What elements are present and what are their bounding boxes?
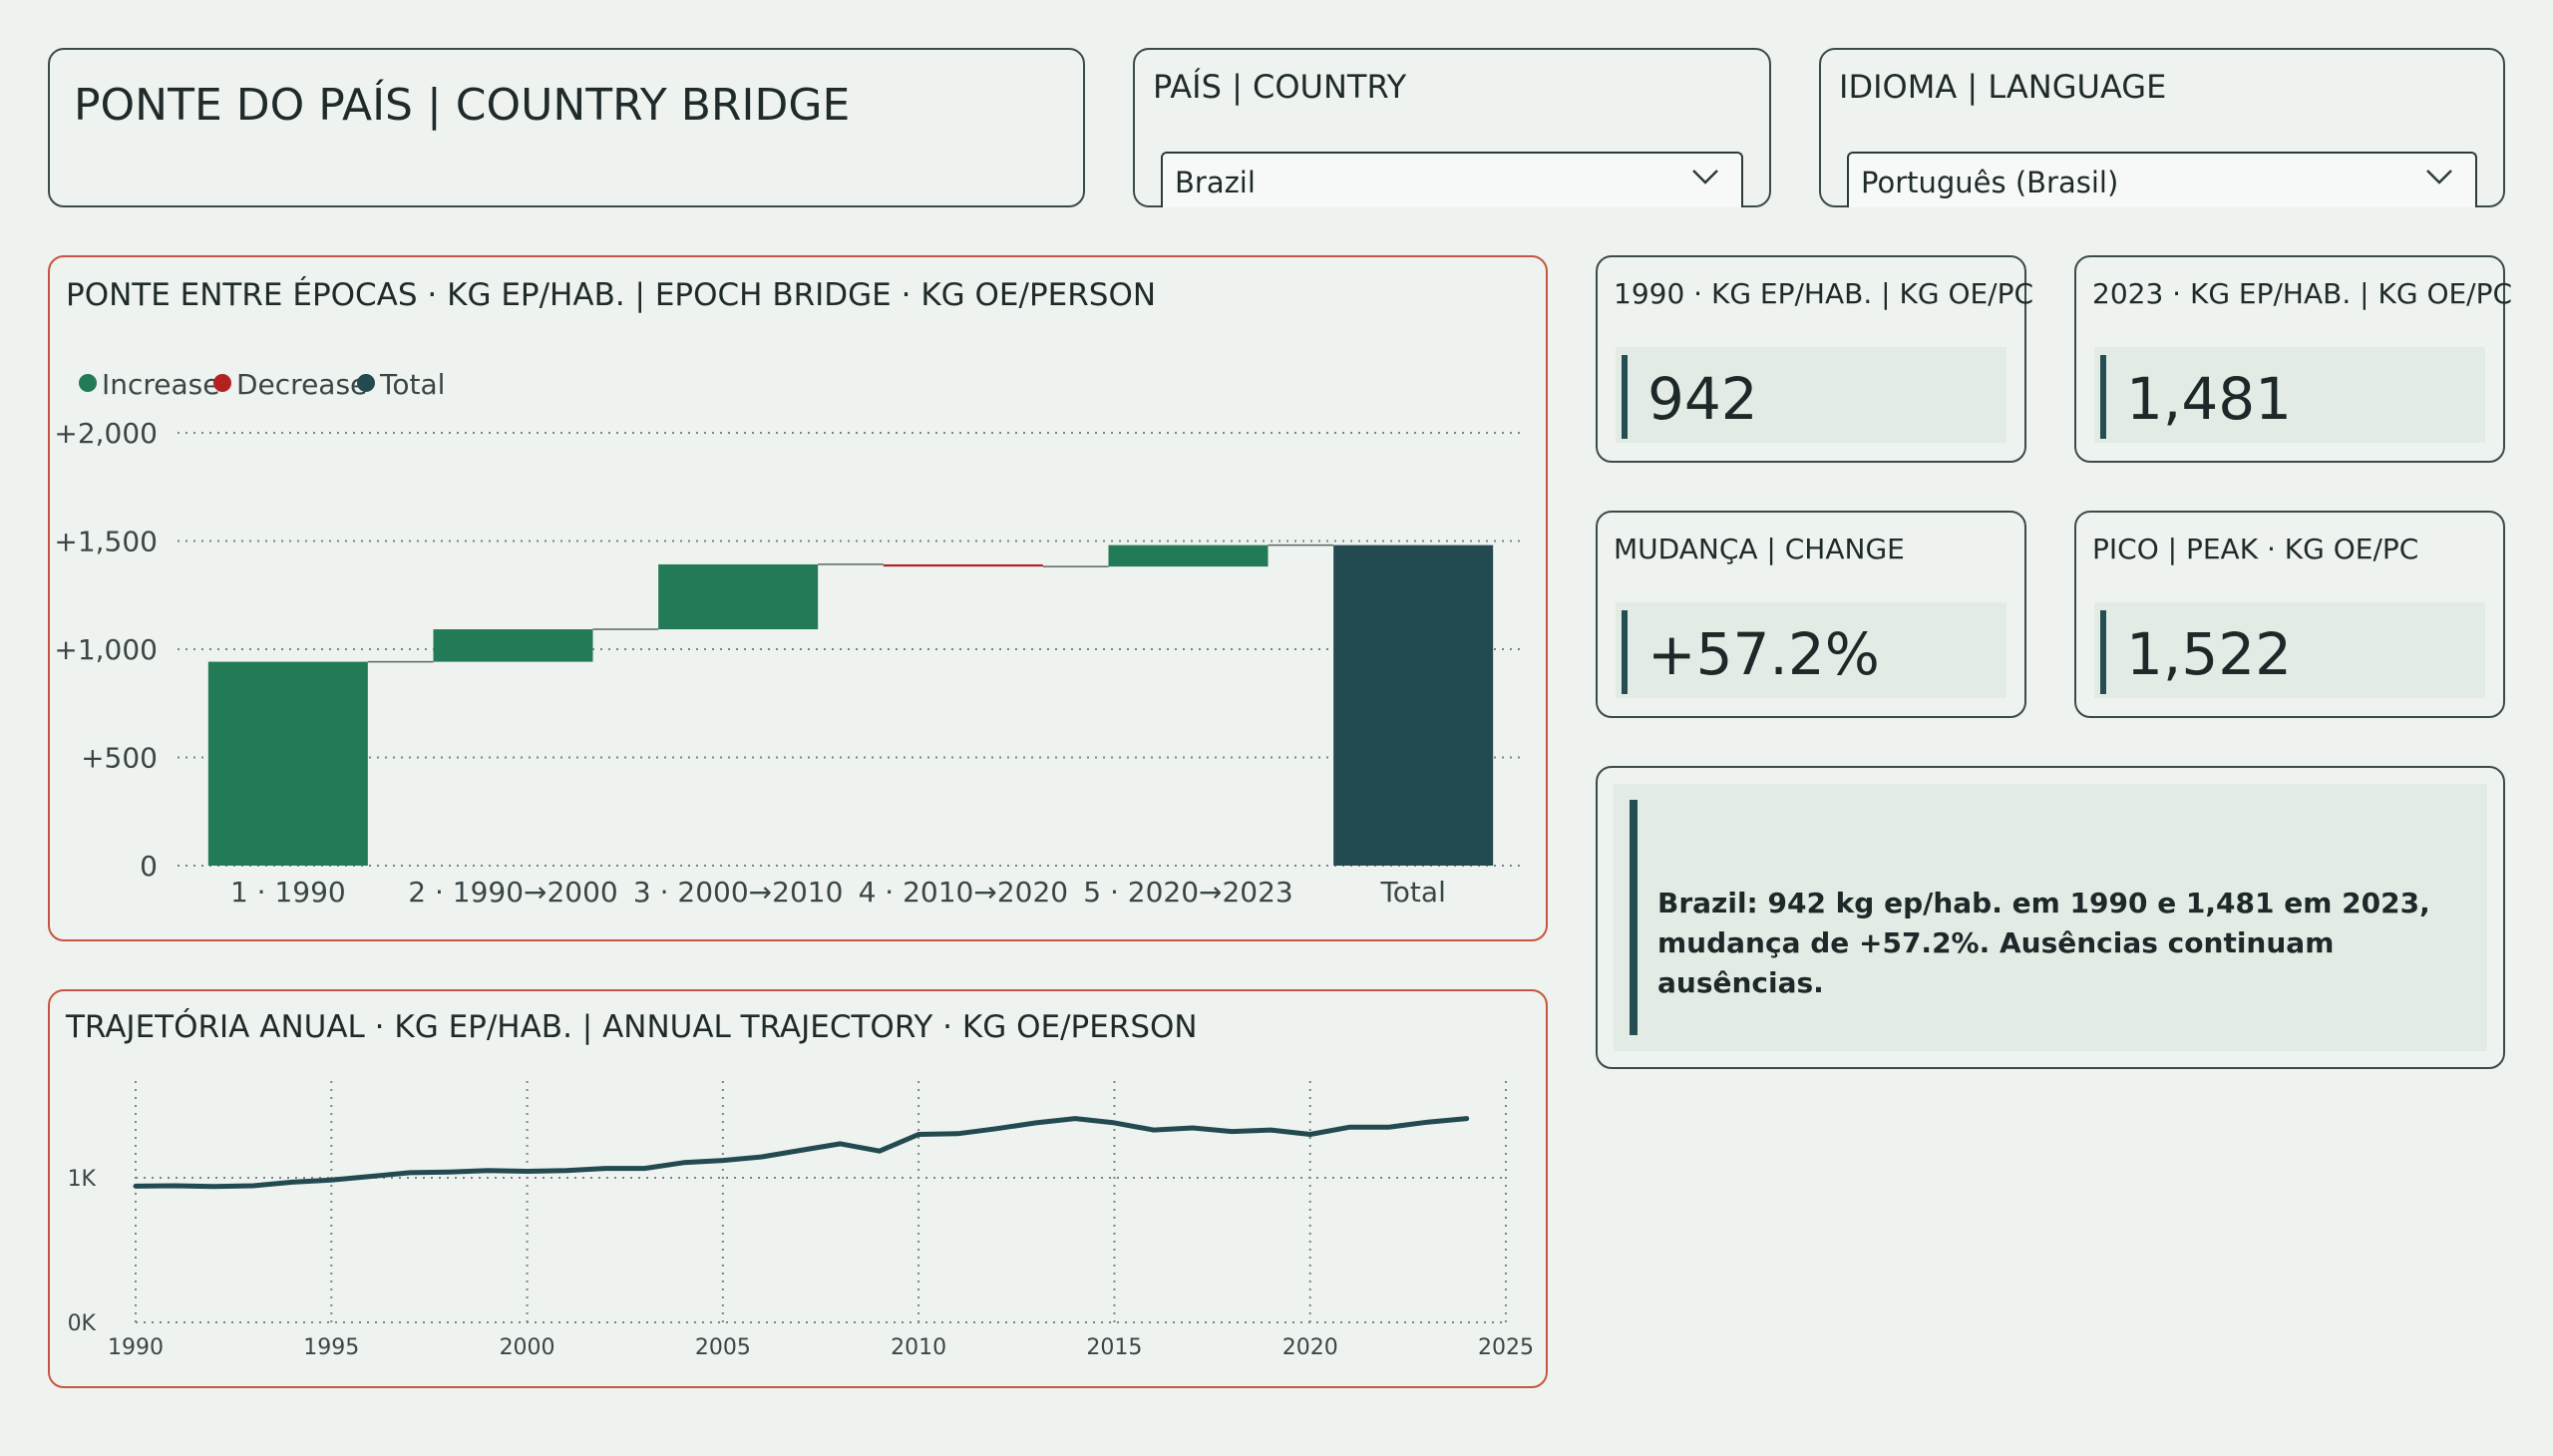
waterfall-bar — [433, 629, 593, 662]
legend-label-total: Total — [379, 368, 445, 401]
chevron-down-icon — [2426, 170, 2452, 184]
waterfall-bar — [658, 563, 819, 630]
country-dropdown[interactable]: Brazil — [1161, 152, 1743, 207]
waterfall-bar — [207, 661, 368, 866]
x-tick-label: 2015 — [1086, 1335, 1142, 1360]
y-tick-label: +1,000 — [54, 633, 158, 666]
country-slicer: PAÍS | COUNTRY Brazil — [1133, 48, 1771, 207]
language-dropdown-value: Português (Brasil) — [1861, 166, 2119, 199]
narrative-accent-bar — [1630, 800, 1638, 1035]
page-title: PONTE DO PAÍS | COUNTRY BRIDGE — [74, 80, 851, 131]
kpi-end-title: 2023 · KG EP/HAB. | KG OE/PC — [2092, 277, 2513, 310]
waterfall-bar — [1333, 545, 1494, 866]
kpi-accent-bar — [2100, 355, 2106, 439]
kpi-end-value: 1,481 — [2126, 365, 2293, 433]
y-tick-label: 1K — [68, 1167, 97, 1192]
trajectory-series-line — [133, 1116, 1470, 1190]
x-tick-label: 2 · 1990→2000 — [408, 876, 618, 909]
legend-label-decrease: Decrease — [236, 368, 367, 401]
annual-trajectory-card: TRAJETÓRIA ANUAL · KG EP/HAB. | ANNUAL T… — [48, 989, 1548, 1388]
x-tick-label: 3 · 2000→2010 — [633, 876, 844, 909]
kpi-accent-bar — [1622, 610, 1628, 694]
kpi-peak-value: 1,522 — [2126, 620, 2293, 688]
language-dropdown[interactable]: Português (Brasil) — [1847, 152, 2477, 207]
epoch-bridge-card: PONTE ENTRE ÉPOCAS · KG EP/HAB. | EPOCH … — [48, 255, 1548, 941]
narrative-text: Brazil: 942 kg ep/hab. em 1990 e 1,481 e… — [1657, 887, 2430, 999]
kpi-start-value: 942 — [1647, 365, 1758, 433]
narrative-card: Brazil: 942 kg ep/hab. em 1990 e 1,481 e… — [1596, 766, 2505, 1069]
y-tick-label: 0K — [68, 1311, 97, 1336]
legend-marker-increase — [79, 374, 97, 392]
legend-marker-total — [357, 374, 375, 392]
kpi-change-title: MUDANÇA | CHANGE — [1614, 533, 1905, 565]
y-tick-label: 0 — [140, 850, 158, 883]
x-tick-label: 2010 — [891, 1335, 946, 1360]
y-tick-label: +1,500 — [54, 526, 158, 558]
waterfall-chart: Increase Decrease Total 0 +500 +1,000 +1,500 +2… — [54, 368, 1526, 909]
kpi-peak-title: PICO | PEAK · KG OE/PC — [2092, 533, 2419, 565]
title-card: PONTE DO PAÍS | COUNTRY BRIDGE — [48, 48, 1085, 207]
epoch-bridge-title: PONTE ENTRE ÉPOCAS · KG EP/HAB. | EPOCH … — [66, 277, 1157, 313]
kpi-start: 1990 · KG EP/HAB. | KG OE/PC 942 — [1596, 255, 2033, 463]
x-tick-label: Total — [1379, 876, 1445, 909]
language-slicer: IDIOMA | LANGUAGE Português (Brasil) — [1819, 48, 2505, 207]
x-tick-label: 2025 — [1478, 1335, 1534, 1360]
legend-label-increase: Increase — [102, 368, 220, 401]
kpi-accent-bar — [1622, 355, 1628, 439]
country-slicer-label: PAÍS | COUNTRY — [1153, 68, 1407, 106]
trajectory-line-chart: 0K 1K 1990 1995 2000 2005 2010 2015 2020 2025 — [68, 1081, 1534, 1360]
kpi-accent-bar — [2100, 610, 2106, 694]
kpi-end: 2023 · KG EP/HAB. | KG OE/PC 1,481 — [2074, 255, 2512, 463]
y-tick-label: +2,000 — [54, 417, 158, 450]
waterfall-bar — [883, 563, 1043, 567]
x-tick-label: 1995 — [303, 1335, 359, 1360]
kpi-end-box: 1,481 — [2094, 347, 2485, 443]
kpi-change-value: +57.2% — [1647, 620, 1880, 688]
kpi-start-title: 1990 · KG EP/HAB. | KG OE/PC — [1614, 277, 2034, 310]
kpi-change-box: +57.2% — [1616, 602, 2006, 698]
language-slicer-label: IDIOMA | LANGUAGE — [1839, 68, 2167, 106]
legend-marker-decrease — [213, 374, 231, 392]
x-tick-label: 1 · 1990 — [230, 876, 346, 909]
country-dropdown-value: Brazil — [1175, 166, 1256, 199]
x-tick-label: 1990 — [108, 1335, 164, 1360]
y-tick-label: +500 — [81, 742, 158, 775]
x-tick-label: 2000 — [500, 1335, 555, 1360]
annual-trajectory-title: TRAJETÓRIA ANUAL · KG EP/HAB. | ANNUAL T… — [66, 1009, 1198, 1045]
x-tick-label: 4 · 2010→2020 — [859, 876, 1069, 909]
kpi-peak-box: 1,522 — [2094, 602, 2485, 698]
x-tick-label: 5 · 2020→2023 — [1083, 876, 1293, 909]
narrative-box: Brazil: 942 kg ep/hab. em 1990 e 1,481 e… — [1614, 784, 2487, 1051]
x-tick-label: 2005 — [695, 1335, 751, 1360]
chevron-down-icon — [1692, 170, 1718, 184]
x-tick-label: 2020 — [1282, 1335, 1338, 1360]
waterfall-bar — [1108, 545, 1269, 567]
kpi-change: MUDANÇA | CHANGE +57.2% — [1596, 511, 2026, 718]
kpi-peak: PICO | PEAK · KG OE/PC 1,522 — [2074, 511, 2505, 718]
kpi-start-box: 942 — [1616, 347, 2006, 443]
